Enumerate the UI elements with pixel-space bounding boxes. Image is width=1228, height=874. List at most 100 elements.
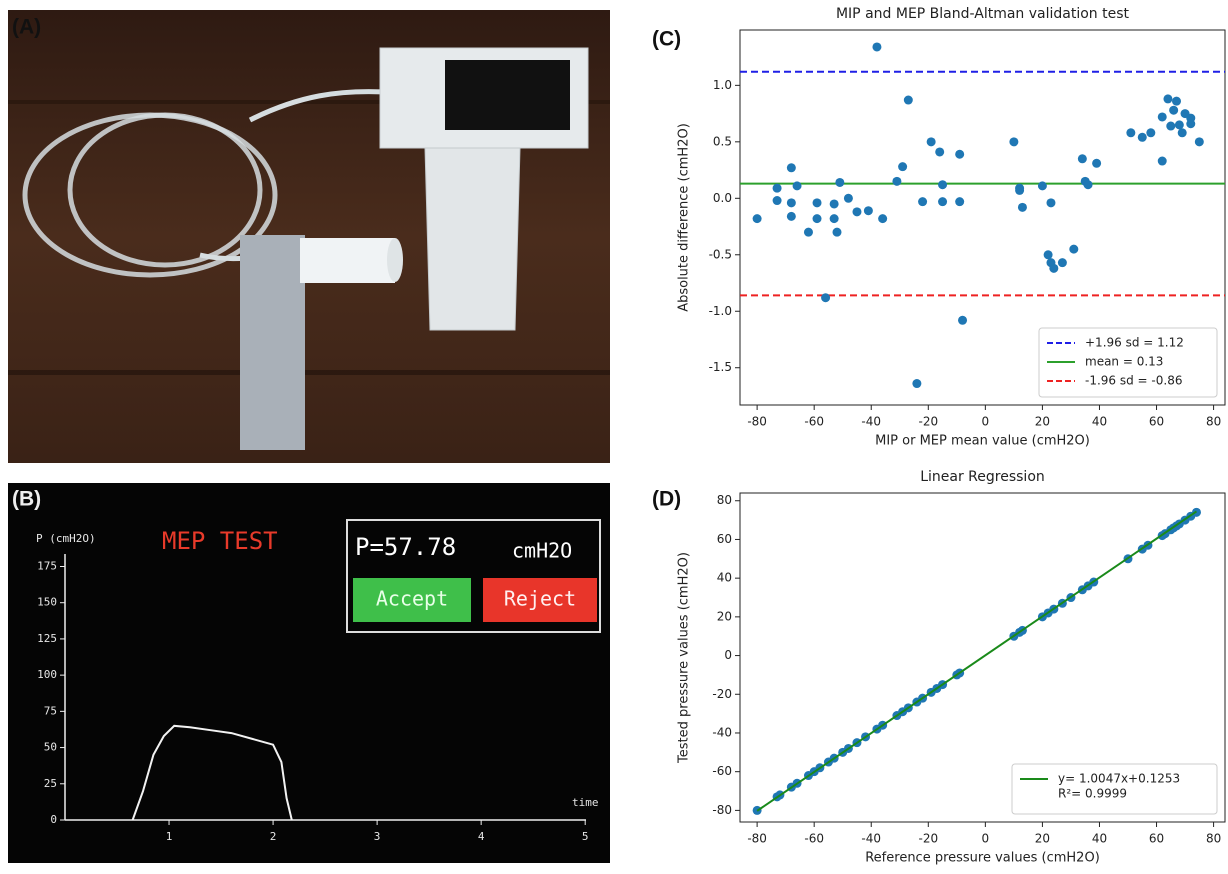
point [1169, 105, 1179, 115]
y-tick-label: 50 [44, 741, 57, 754]
x-tick-label: 1 [166, 830, 173, 843]
point [1177, 128, 1187, 138]
point [1057, 258, 1067, 268]
x-tick-label: 3 [374, 830, 381, 843]
data-line [756, 510, 1198, 812]
point [821, 293, 831, 303]
point [955, 149, 965, 159]
point [786, 198, 796, 208]
chart-title: MIP and MEP Bland-Altman validation test [836, 6, 1130, 22]
point [1137, 132, 1147, 142]
y-tick-label: 60 [717, 532, 732, 546]
y-tick-label: 80 [717, 493, 732, 507]
point [1015, 185, 1025, 195]
x-tick-label: 5 [582, 830, 589, 843]
y-tick-label: 25 [44, 777, 57, 790]
panel-label: (A) [12, 16, 41, 39]
x-tick-label: 4 [478, 830, 485, 843]
legend-label: R²= 0.9999 [1058, 787, 1127, 801]
data-line [131, 724, 293, 821]
y-tick-label: 0 [724, 648, 732, 662]
point [903, 95, 913, 105]
x-tick-label: 60 [1149, 415, 1164, 429]
y-tick-label: 20 [717, 609, 732, 623]
point [1046, 198, 1056, 208]
legend-label: +1.96 sd = 1.12 [1085, 336, 1184, 350]
x-tick-label: 40 [1092, 415, 1107, 429]
point [892, 176, 902, 186]
x-tick-label: -40 [861, 415, 881, 429]
photo-device [8, 10, 610, 463]
plot-frame [739, 492, 1226, 823]
accept-button[interactable]: Accept [376, 587, 448, 611]
readout-unit: cmH2O [512, 539, 572, 563]
x-tick-label: -80 [747, 832, 767, 846]
y-axis-label: Tested pressure values (cmH2O) [677, 552, 692, 764]
point [926, 137, 936, 147]
x-axis-label: MIP or MEP mean value (cmH2O) [875, 434, 1090, 449]
point [1194, 137, 1204, 147]
x-tick-label: 0 [982, 415, 990, 429]
y-tick-label: 40 [717, 571, 732, 585]
point [1166, 121, 1176, 131]
x-tick-label: 2 [270, 830, 277, 843]
y-axis-label: Absolute difference (cmH2O) [677, 123, 692, 312]
point [1049, 263, 1059, 273]
x-tick-label: 80 [1206, 415, 1221, 429]
x-tick-label: -20 [918, 415, 938, 429]
point [898, 162, 908, 172]
point [803, 227, 813, 237]
point [829, 214, 839, 224]
screen-title: MEP TEST [162, 527, 278, 555]
point [835, 177, 845, 187]
point [1009, 137, 1019, 147]
point [935, 147, 945, 157]
point [958, 315, 968, 325]
y-tick-label: 0.0 [713, 191, 732, 205]
reject-button[interactable]: Reject [504, 587, 576, 611]
x-tick-label: 60 [1149, 832, 1164, 846]
panel-label: (D) [652, 488, 681, 511]
y-tick-label: -0.5 [709, 247, 732, 261]
y-tick-label: -20 [712, 687, 732, 701]
legend-label: -1.96 sd = -0.86 [1085, 374, 1182, 388]
y-tick-label: 175 [37, 559, 57, 572]
regression-plot: -80 -60 -40 -20 0 20 40 60 80 -80 -60 -40 -20 0 20 40 60… [677, 469, 1226, 866]
panel-label: (B) [12, 488, 41, 511]
point [938, 197, 948, 207]
x-tick-label: 80 [1206, 832, 1221, 846]
point [792, 181, 802, 191]
y-tick-label: 150 [37, 596, 57, 609]
point [1157, 156, 1167, 166]
chart-title: Linear Regression [920, 469, 1045, 485]
x-tick-label: -60 [804, 415, 824, 429]
point [1037, 181, 1047, 191]
screen: 0 25 50 75 100 125 150 175 1 2 3 4 5 P (cmH2O) time MEP… [8, 483, 610, 863]
x-tick-label: -60 [804, 832, 824, 846]
y-tick-label: 75 [44, 704, 57, 717]
point [786, 163, 796, 173]
point [852, 207, 862, 217]
x-tick-label: 0 [982, 832, 990, 846]
y-tick-label: 125 [37, 632, 57, 645]
point [1069, 244, 1079, 254]
point [863, 206, 873, 216]
point [872, 42, 882, 52]
x-tick-label: 40 [1092, 832, 1107, 846]
legend-box [1011, 763, 1218, 815]
point [1017, 202, 1027, 212]
point [1174, 120, 1184, 130]
point [1146, 128, 1156, 138]
y-tick-label: 100 [37, 668, 57, 681]
point [843, 193, 853, 203]
point [1186, 119, 1196, 129]
point [1083, 180, 1093, 190]
point [786, 211, 796, 221]
x-axis-label: Reference pressure values (cmH2O) [865, 851, 1100, 866]
x-tick-label: 20 [1035, 415, 1050, 429]
legend-label: y= 1.0047x+0.1253 [1058, 772, 1180, 786]
legend-label: mean = 0.13 [1085, 355, 1163, 369]
y-axis-label: P (cmH2O) [36, 532, 96, 545]
point [1092, 158, 1102, 168]
